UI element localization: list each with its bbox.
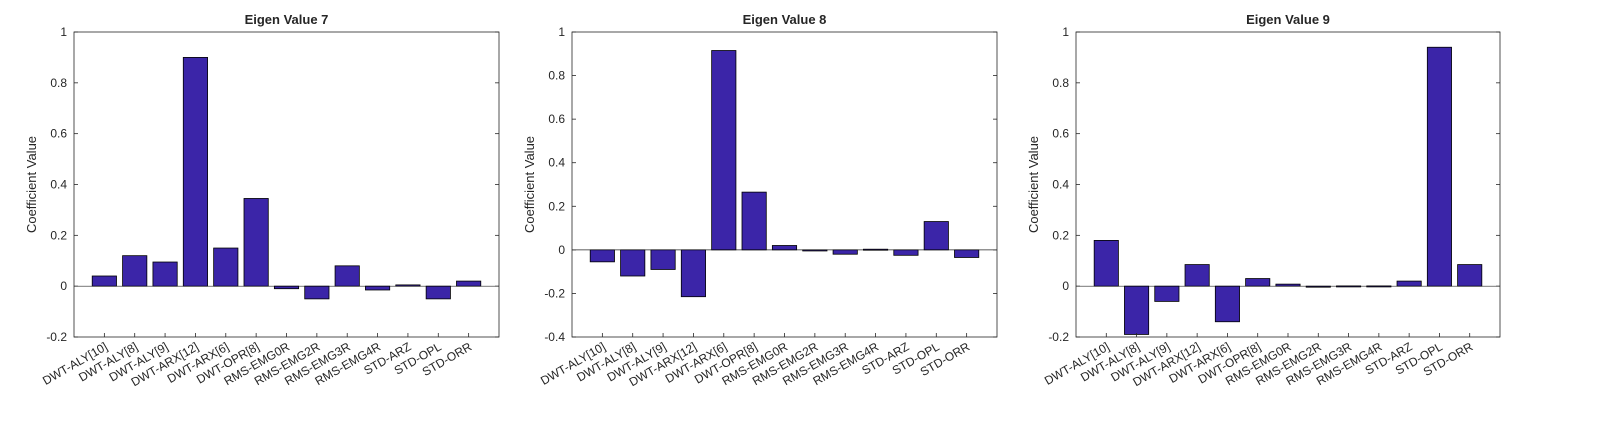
bar-std-opl <box>923 221 949 251</box>
bar-dwt-aly-9 <box>1154 285 1180 302</box>
y-axis-label: Coefficient Value <box>24 136 39 233</box>
bar-rms-emg0r <box>1275 283 1301 287</box>
bar-dwt-arx-6 <box>711 50 737 251</box>
bar-dwt-aly-8 <box>1124 285 1150 335</box>
y-tick-label: 1 <box>1062 25 1069 39</box>
y-tick-label: 0 <box>1062 279 1069 293</box>
y-tick-label: 0.8 <box>1052 76 1069 90</box>
bar-std-arz <box>1396 280 1422 287</box>
y-tick-label: 0.6 <box>1052 127 1069 141</box>
bar-dwt-arx-12 <box>1184 264 1210 287</box>
y-tick-label: 0.4 <box>1052 178 1069 192</box>
bar-std-orr <box>456 280 482 287</box>
bar-dwt-aly-9 <box>152 261 178 287</box>
bar-dwt-opr-8 <box>243 198 269 287</box>
y-tick-label: 1 <box>60 25 67 39</box>
chart-panel-1: Eigen Value 7 Coefficient Value -0.2 0 0.2 0.… <box>24 12 500 389</box>
chart-title: Eigen Value 7 <box>245 12 329 27</box>
bar-dwt-aly-10 <box>1093 240 1119 287</box>
bar-std-arz <box>395 284 421 287</box>
bar-rms-emg4r <box>863 248 889 251</box>
y-tick-label: -0.2 <box>1048 330 1069 344</box>
y-axis-label: Coefficient Value <box>522 136 537 233</box>
bar-std-orr <box>954 249 980 258</box>
bar-dwt-aly-10 <box>589 249 615 263</box>
bar-dwt-arx-12 <box>182 57 208 287</box>
chart-panel-2: Eigen Value 8 Coefficient Value -0.4 -0.2 0 0… <box>522 12 998 389</box>
y-tick-label: 0.6 <box>50 127 67 141</box>
y-tick-label: 0.4 <box>548 156 565 170</box>
chart-title: Eigen Value 8 <box>743 12 827 27</box>
bar-dwt-aly-8 <box>122 255 148 287</box>
y-tick-label: 0.6 <box>548 112 565 126</box>
bar-dwt-aly-10 <box>91 275 117 287</box>
y-tick-label: -0.2 <box>46 330 67 344</box>
bar-std-opl <box>1426 46 1452 287</box>
bar-rms-emg3r <box>334 265 360 287</box>
y-tick-label: 0.8 <box>50 76 67 90</box>
y-tick-label: -0.4 <box>544 330 565 344</box>
axes-box <box>571 31 998 338</box>
y-axis-label: Coefficient Value <box>1026 136 1041 233</box>
bar-std-opl <box>425 285 451 300</box>
bar-rms-emg4r <box>365 285 391 291</box>
y-tick-label: 0 <box>558 243 565 257</box>
y-tick-label: 0 <box>60 279 67 293</box>
bar-dwt-arx-12 <box>680 249 706 298</box>
bar-rms-emg4r <box>1366 285 1392 288</box>
bar-rms-emg0r <box>273 285 300 290</box>
y-tick-label: 0.2 <box>1052 228 1069 242</box>
y-tick-label: 0.2 <box>548 199 565 213</box>
bar-rms-emg2r <box>304 285 330 300</box>
bar-rms-emg2r <box>1305 285 1331 288</box>
bar-dwt-aly-8 <box>620 249 646 277</box>
bar-rms-emg3r <box>1336 285 1362 288</box>
bar-std-orr <box>1457 264 1483 287</box>
bar-dwt-opr-8 <box>741 191 767 251</box>
bar-dwt-arx-6 <box>213 247 239 287</box>
bar-dwt-opr-8 <box>1245 278 1271 287</box>
y-tick-label: -0.2 <box>544 286 565 300</box>
y-tick-label: 0.4 <box>50 178 67 192</box>
y-tick-label: 0.2 <box>50 228 67 242</box>
bar-std-arz <box>893 249 919 256</box>
y-tick-label: 1 <box>558 25 565 39</box>
bar-rms-emg2r <box>802 249 828 252</box>
chart-title: Eigen Value 9 <box>1246 12 1330 27</box>
bar-dwt-aly-9 <box>650 249 676 270</box>
bar-rms-emg0r <box>771 245 798 251</box>
chart-panel-3: Eigen Value 9 Coefficient Value -0.2 0 0.2 0.… <box>1026 12 1501 389</box>
y-tick-label: 0.8 <box>548 69 565 83</box>
bar-rms-emg3r <box>832 249 858 255</box>
bar-dwt-arx-6 <box>1214 285 1240 323</box>
